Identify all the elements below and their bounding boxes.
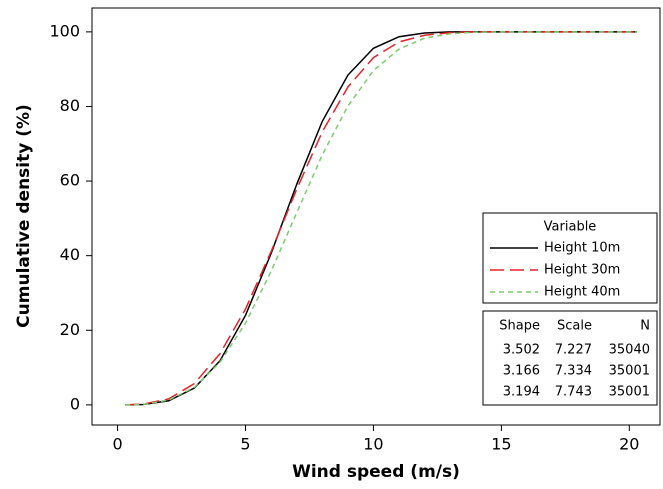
- legend-label: Height 10m: [544, 241, 620, 256]
- stats-header: N: [640, 319, 650, 334]
- x-tick-label: 0: [112, 435, 122, 454]
- y-tick-label: 100: [49, 21, 80, 40]
- x-tick-label: 15: [491, 435, 511, 454]
- y-axis-label: Cumulative density (%): [14, 104, 34, 328]
- y-tick-label: 20: [60, 320, 80, 339]
- stats-cell: 35001: [609, 364, 650, 379]
- stats-box: [482, 310, 658, 406]
- x-tick-label: 20: [619, 435, 639, 454]
- stats-cell: 3.502: [503, 343, 540, 358]
- stats-cell: 3.166: [503, 364, 540, 379]
- stats-cell: 7.227: [555, 343, 592, 358]
- legend-label: Height 40m: [544, 285, 620, 300]
- stats-cell: 7.743: [555, 385, 592, 400]
- stats-header: Shape: [499, 319, 540, 334]
- x-axis-label: Wind speed (m/s): [292, 462, 460, 482]
- stats-cell: 35001: [609, 385, 650, 400]
- series-line: [125, 31, 637, 406]
- stats-cell: 35040: [609, 343, 650, 358]
- y-tick-label: 80: [60, 96, 80, 115]
- plot-frame: [91, 7, 661, 426]
- legend-label: Height 30m: [544, 263, 620, 278]
- y-tick-label: 0: [70, 394, 80, 413]
- x-tick-label: 10: [363, 435, 383, 454]
- y-tick-label: 60: [60, 171, 80, 190]
- y-tick-label: 40: [60, 245, 80, 264]
- legend-box: [482, 212, 658, 304]
- x-tick-label: 5: [240, 435, 250, 454]
- stats-cell: 7.334: [555, 364, 592, 379]
- stats-cell: 3.194: [503, 385, 540, 400]
- legend-title: Variable: [544, 220, 597, 235]
- stats-header: Scale: [557, 319, 592, 334]
